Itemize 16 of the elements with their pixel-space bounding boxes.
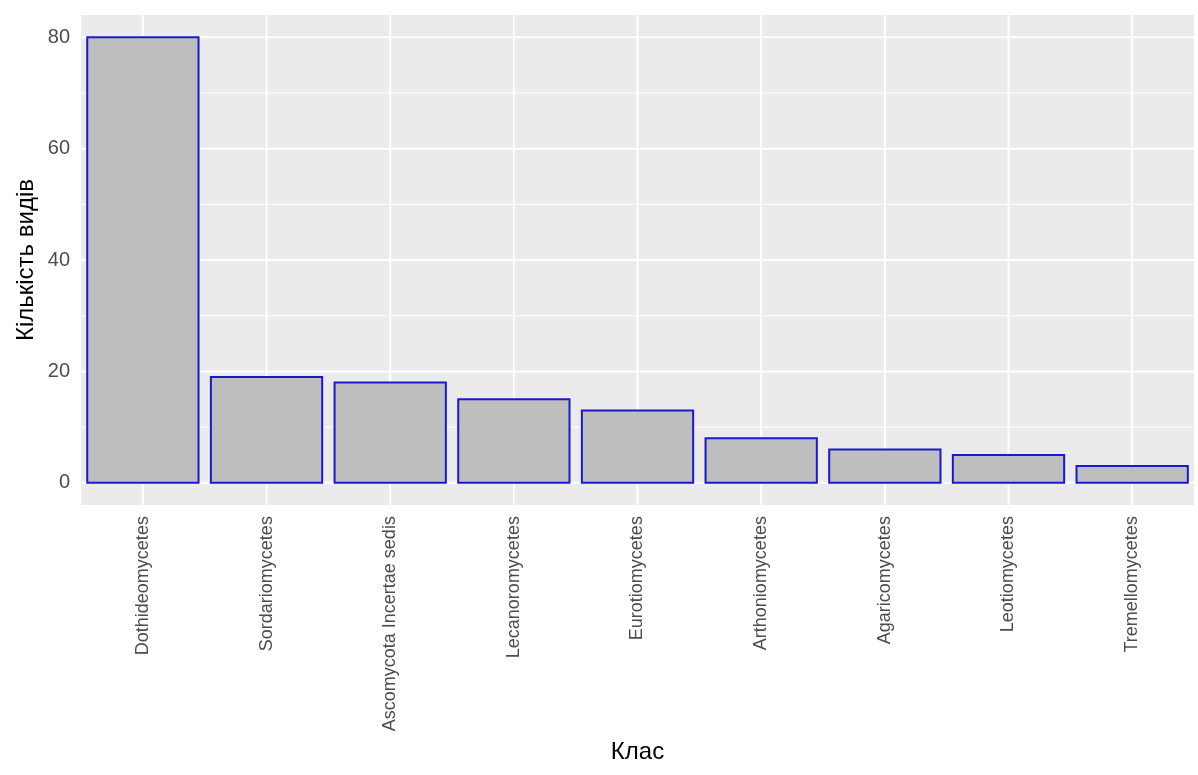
y-tick-label: 0 (58, 470, 71, 493)
x-tick-label: Sordariomycetes (255, 516, 276, 652)
y-axis-title: Кількість видів (11, 179, 39, 342)
x-tick-label: Arthoniomycetes (750, 516, 771, 651)
x-axis-title: Клас (610, 737, 665, 765)
x-tick-label: Dothideomycetes (131, 516, 152, 656)
y-tick-label: 80 (47, 24, 71, 47)
y-tick-label: 40 (47, 247, 71, 270)
x-tick-label: Ascomycota Incertae sedis (379, 516, 400, 732)
x-tick-label: Leotiomycetes (997, 516, 1018, 633)
y-tick-label: 60 (47, 136, 71, 159)
y-tick-label: 20 (47, 358, 71, 381)
x-tick-label: Lecanoromycetes (502, 516, 523, 659)
x-tick-label: Tremellomycetes (1121, 516, 1142, 653)
x-tick-label: Eurotiomycetes (626, 516, 647, 641)
x-tick-label: Agaricomycetes (873, 516, 894, 645)
